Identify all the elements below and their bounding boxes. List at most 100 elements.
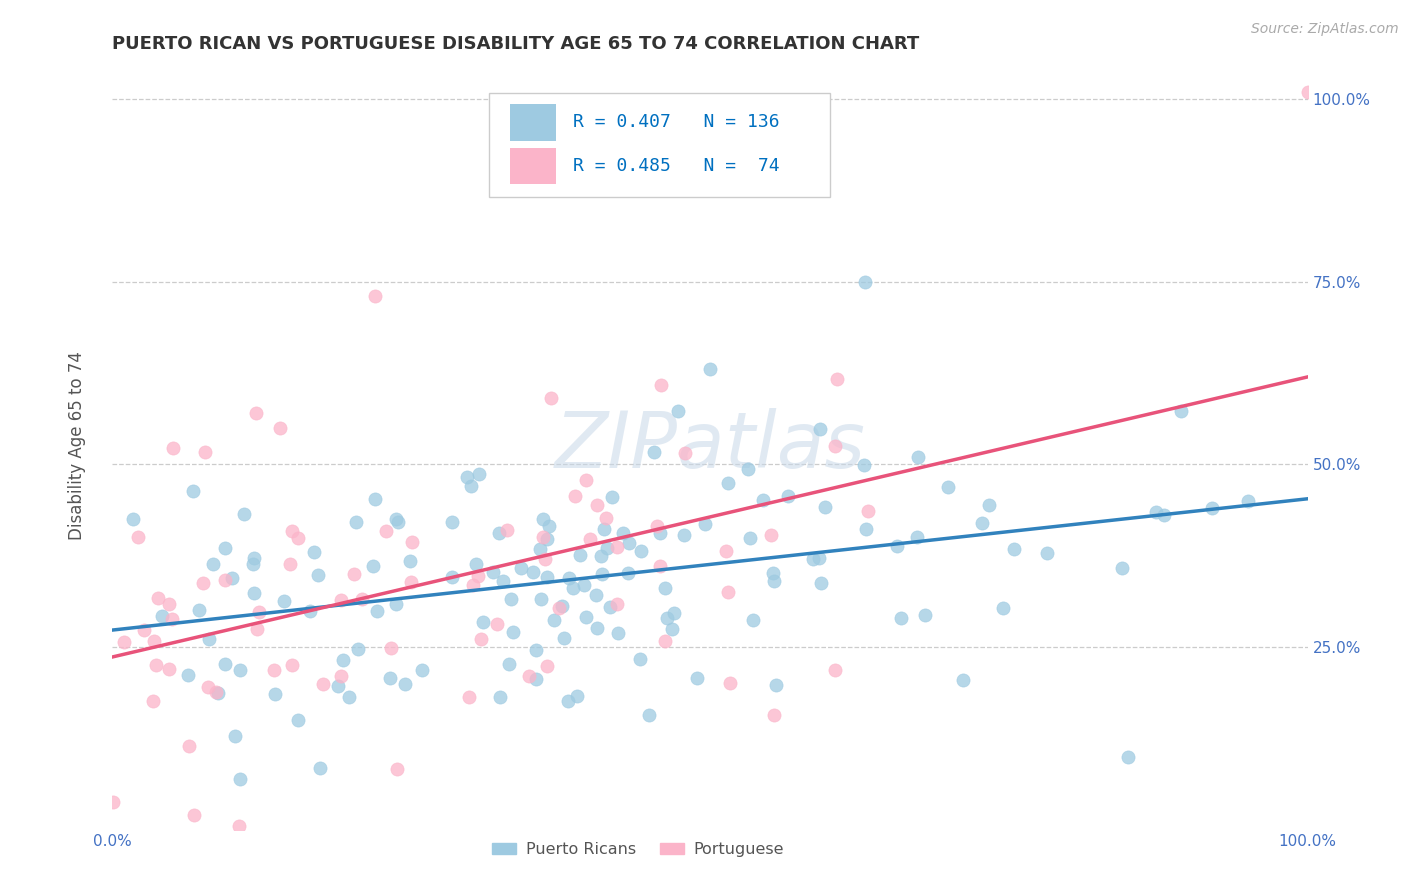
Point [737,461,759,475]
Point [221,571,243,585]
Point [856,504,879,518]
Point [657,611,679,625]
Point [585,621,607,635]
Point [441,570,464,584]
Point [991,600,1014,615]
Point [399,554,422,568]
Point [364,491,387,506]
Point [762,574,785,589]
Point [1153,508,1175,523]
Point [188,603,211,617]
Point [467,569,489,583]
Point [329,669,352,683]
Point [229,663,252,677]
Point [150,609,173,624]
Point [232,507,254,521]
Point [378,671,401,685]
Point [177,668,200,682]
Point [132,623,155,637]
Point [245,406,267,420]
Point [673,445,696,459]
Point [441,515,464,529]
Point [647,519,669,533]
Point [763,707,786,722]
Point [591,549,613,563]
Point [914,608,936,623]
Point [273,594,295,608]
Point [595,511,617,525]
Point [699,362,721,376]
Point [205,685,228,699]
Point [299,604,322,618]
Point [855,522,877,536]
Point [456,470,478,484]
Point [751,493,773,508]
Point [502,625,524,640]
Point [472,615,495,629]
Point [332,653,354,667]
Point [529,541,551,556]
Point [575,474,598,488]
Point [460,479,482,493]
Point [717,475,740,490]
Point [246,622,269,636]
Point [638,708,661,723]
Point [496,523,519,537]
Point [1201,501,1223,516]
Point [654,634,676,648]
Point [606,597,628,611]
Text: R = 0.407   N = 136: R = 0.407 N = 136 [572,113,779,131]
Point [1170,404,1192,418]
Point [492,574,515,589]
Point [693,516,716,531]
Point [536,659,558,673]
Point [648,525,671,540]
Point [394,677,416,691]
Text: Source: ZipAtlas.com: Source: ZipAtlas.com [1251,22,1399,37]
Point [197,681,219,695]
Point [228,819,250,833]
Point [263,663,285,677]
Point [776,489,799,503]
Point [401,534,423,549]
Point [112,634,135,648]
Point [600,490,623,504]
Point [572,578,595,592]
Point [591,567,613,582]
Point [207,686,229,700]
Point [352,592,374,607]
Point [938,480,960,494]
Point [718,675,741,690]
Point [489,690,512,704]
Point [886,539,908,553]
Point [548,600,571,615]
Point [157,662,180,676]
Point [242,557,264,571]
Point [808,551,831,566]
Point [575,610,598,624]
Point [202,557,225,571]
Text: PUERTO RICAN VS PORTUGUESE DISABILITY AGE 65 TO 74 CORRELATION CHART: PUERTO RICAN VS PORTUGUESE DISABILITY AG… [112,35,920,53]
Point [224,729,246,743]
Point [308,762,330,776]
Point [673,528,696,542]
FancyBboxPatch shape [510,103,555,141]
Point [824,663,846,677]
Point [347,641,370,656]
Point [761,527,783,541]
Point [648,559,671,574]
Point [468,467,491,482]
Point [585,588,607,602]
Point [326,679,349,693]
Point [664,607,686,621]
Point [564,489,586,503]
Point [142,634,165,648]
Point [607,625,630,640]
Point [160,612,183,626]
Point [1035,546,1057,560]
Point [654,582,676,596]
Point [157,597,180,611]
Point [302,545,325,559]
Point [228,772,250,786]
Point [287,531,309,545]
